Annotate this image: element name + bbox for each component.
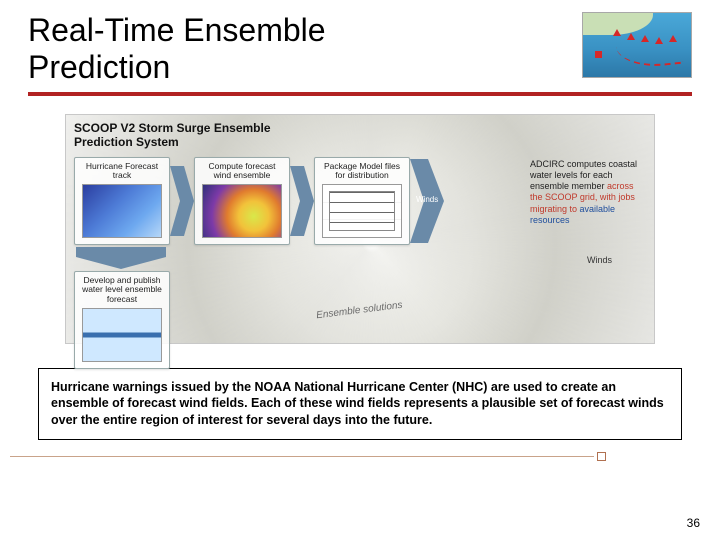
triangle-icon xyxy=(627,33,635,40)
chevron-right-icon xyxy=(290,166,314,236)
diagram-sidebar-text: ADCIRC computes coastal water levels for… xyxy=(530,159,646,227)
chevron-right-icon xyxy=(170,166,194,236)
chevron-label: Winds xyxy=(416,195,438,204)
card-compute-winds: Compute forecast wind ensemble xyxy=(194,157,290,246)
triangle-icon xyxy=(641,35,649,42)
thumb-water-level xyxy=(82,308,162,362)
triangle-icon xyxy=(669,35,677,42)
caption-text: Hurricane warnings issued by the NOAA Na… xyxy=(51,379,669,430)
footer-marker xyxy=(597,452,606,461)
triangle-icon xyxy=(613,29,621,36)
card-publish-forecast: Develop and publish water level ensemble… xyxy=(74,271,170,369)
flow-diagram: SCOOP V2 Storm Surge Ensemble Prediction… xyxy=(65,114,655,344)
winds-label: Winds xyxy=(587,255,612,265)
title-line-1: Real-Time Ensemble xyxy=(28,12,326,48)
ensemble-label: Ensemble solutions xyxy=(316,299,403,320)
card-label: Hurricane Forecast track xyxy=(79,162,165,182)
card-label: Package Model files for distribution xyxy=(319,162,405,182)
footer-line xyxy=(10,456,594,457)
card-package-files: Package Model files for distribution xyxy=(314,157,410,246)
card-forecast-track: Hurricane Forecast track xyxy=(74,157,170,246)
thumb-wind-ensemble xyxy=(202,184,282,238)
flow-row-1: Hurricane Forecast track Compute forecas… xyxy=(74,157,444,246)
diagram-title: SCOOP V2 Storm Surge Ensemble Prediction… xyxy=(74,121,271,150)
title-row: Real-Time Ensemble Prediction xyxy=(28,12,692,86)
thumb-forecast-track xyxy=(82,184,162,238)
slide: Real-Time Ensemble Prediction SCOOP V2 S… xyxy=(0,0,720,540)
card-label: Develop and publish water level ensemble… xyxy=(79,276,165,305)
chevron-right-icon: Winds xyxy=(410,159,444,243)
corner-map xyxy=(582,12,692,78)
slide-title: Real-Time Ensemble Prediction xyxy=(28,12,326,86)
flow-row-2: Develop and publish water level ensemble… xyxy=(74,271,170,369)
title-underline xyxy=(28,92,692,96)
triangle-icon xyxy=(655,37,663,44)
page-number: 36 xyxy=(687,516,700,530)
thumb-package-files xyxy=(322,184,402,238)
chevron-down-icon xyxy=(76,243,166,269)
diagram-title-l1: SCOOP V2 Storm Surge Ensemble xyxy=(74,121,271,135)
title-line-2: Prediction xyxy=(28,49,170,85)
map-marker xyxy=(595,51,602,58)
card-label: Compute forecast wind ensemble xyxy=(199,162,285,182)
hurricane-track xyxy=(616,40,684,71)
diagram-title-l2: Prediction System xyxy=(74,135,179,149)
caption-box: Hurricane warnings issued by the NOAA Na… xyxy=(38,368,682,441)
